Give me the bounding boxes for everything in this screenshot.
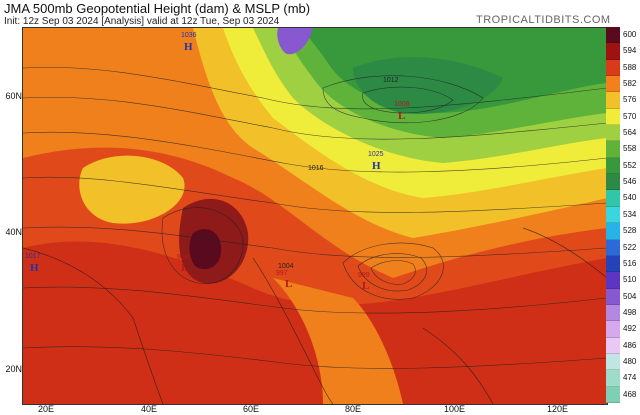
- colorbar-swatch: [606, 206, 620, 224]
- low-pressure-marker: L: [181, 262, 188, 274]
- colorbar-swatch: [606, 337, 620, 354]
- pressure-system-l-998: 998 L: [177, 254, 189, 274]
- colorbar-label: 516: [623, 258, 637, 268]
- colorbar-swatch: [606, 92, 620, 109]
- lat-label-40n: 40N: [5, 227, 22, 237]
- colorbar-legend: 600 594 588 582 576 570 564 558 552 546 540 534 528 5…: [606, 27, 640, 403]
- colorbar-swatch: [606, 108, 620, 126]
- lat-label-20n: 20N: [5, 364, 22, 374]
- colorbar-label: 582: [623, 79, 637, 89]
- colorbar-swatch: [606, 141, 620, 158]
- lon-label-80e: 80E: [345, 404, 362, 414]
- pressure-system-h-1036: 1036 H: [181, 32, 197, 53]
- high-pressure-marker: H: [372, 160, 381, 172]
- chart-subtitle: Init: 12z Sep 03 2024 [Analysis] valid a…: [4, 16, 280, 27]
- colorbar-label: 504: [623, 291, 637, 301]
- pressure-value: 1025: [368, 151, 384, 158]
- height-field-map: [23, 28, 607, 404]
- colorbar-label: 552: [623, 160, 637, 170]
- lon-label-100e: 100E: [444, 404, 466, 414]
- colorbar-swatch: [606, 370, 620, 387]
- colorbar-swatch: [606, 386, 620, 403]
- pressure-value: 1017: [25, 253, 41, 260]
- lat-label-60n: 60N: [5, 91, 22, 101]
- pressure-system-l-1008: 1008 L: [394, 101, 410, 122]
- map-panel: 1036 H 1017 H 1025 H 1008 L 998 L 997 L …: [22, 27, 608, 405]
- colorbar-swatch: [606, 288, 620, 305]
- pressure-value: 1008: [394, 101, 410, 108]
- colorbar-swatch: [606, 59, 620, 77]
- colorbar-label: 522: [623, 242, 637, 252]
- pressure-system-h-1025: 1025 H: [368, 151, 384, 172]
- pressure-value: 997: [276, 270, 288, 277]
- colorbar-label: 564: [623, 128, 637, 138]
- low-pressure-marker: L: [285, 278, 292, 290]
- pressure-value: 999: [358, 272, 370, 279]
- colorbar-label: 570: [623, 111, 637, 121]
- brand-watermark: TROPICALTIDBITS.COM: [476, 14, 611, 26]
- colorbar-label: 576: [623, 95, 637, 105]
- low-pressure-marker: L: [398, 110, 405, 122]
- colorbar-swatch: [606, 174, 620, 191]
- pressure-value: 998: [177, 254, 189, 261]
- pressure-system-l-999: 999 L: [358, 272, 370, 292]
- colorbar-label: 498: [623, 307, 637, 317]
- colorbar-swatch: [606, 304, 620, 322]
- colorbar-label: 492: [623, 324, 637, 334]
- chart-title: JMA 500mb Geopotential Height (dam) & MS…: [4, 1, 311, 16]
- colorbar-swatch: [606, 272, 620, 289]
- colorbar-label: 600: [623, 30, 637, 39]
- contour-label: 1004: [278, 263, 294, 270]
- pressure-system-l-997: 997 L: [276, 270, 292, 290]
- pressure-system-h-1017: 1017 H: [25, 253, 41, 274]
- contour-label: 1012: [383, 77, 399, 84]
- lon-label-120e: 120E: [547, 404, 569, 414]
- colorbar-label: 468: [623, 389, 637, 399]
- lon-label-20e: 20E: [38, 404, 55, 414]
- colorbar-label: 528: [623, 226, 637, 236]
- colorbar-swatch: [606, 76, 620, 93]
- colorbar-label: 486: [623, 340, 637, 350]
- lon-label-60e: 60E: [243, 404, 260, 414]
- colorbar-swatch: [606, 190, 620, 207]
- colorbar-label: 474: [623, 373, 637, 383]
- colorbar-swatch: [606, 223, 620, 240]
- colorbar-label: 480: [623, 356, 637, 366]
- high-pressure-marker: H: [30, 262, 39, 274]
- pressure-value: 1036: [181, 32, 197, 39]
- colorbar-swatch: [606, 125, 620, 142]
- colorbar-swatch: [606, 321, 620, 338]
- colorbar-label: 594: [623, 46, 637, 56]
- lon-label-40e: 40E: [141, 404, 158, 414]
- colorbar-label: 510: [623, 275, 637, 285]
- colorbar-swatch: [606, 353, 620, 371]
- low-pressure-marker: L: [362, 280, 369, 292]
- pressure-systems-layer: 1036 H 1017 H 1025 H 1008 L 998 L 997 L …: [25, 32, 410, 292]
- colorbar-label: 558: [623, 144, 637, 154]
- colorbar-swatch: [606, 27, 620, 44]
- contour-label: 1016: [308, 165, 324, 172]
- colorbar-label: 546: [623, 177, 637, 187]
- high-pressure-marker: H: [184, 41, 193, 53]
- colorbar-label: 540: [623, 193, 637, 203]
- colorbar-swatch: [606, 157, 620, 175]
- colorbar-swatch: [606, 239, 620, 256]
- colorbar-swatch: [606, 255, 620, 273]
- colorbar-label: 588: [623, 62, 637, 72]
- colorbar-label: 534: [623, 209, 637, 219]
- colorbar-swatch: [606, 43, 620, 60]
